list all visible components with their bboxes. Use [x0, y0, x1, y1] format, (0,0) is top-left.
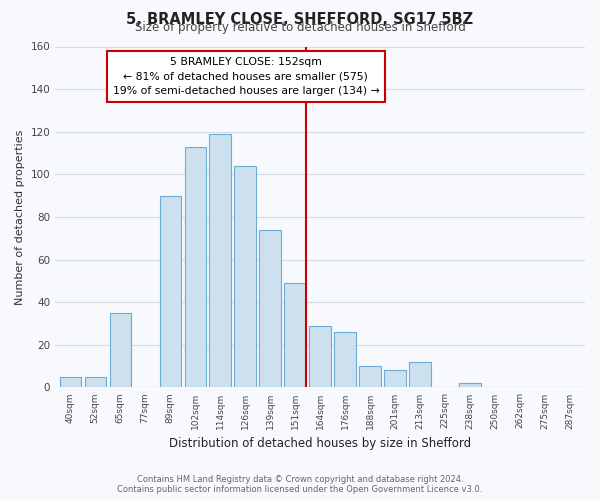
Bar	[310, 326, 331, 388]
Bar	[409, 362, 431, 388]
Bar	[385, 370, 406, 388]
Text: Size of property relative to detached houses in Shefford: Size of property relative to detached ho…	[134, 22, 466, 35]
Bar	[209, 134, 231, 388]
Bar	[259, 230, 281, 388]
X-axis label: Distribution of detached houses by size in Shefford: Distribution of detached houses by size …	[169, 437, 471, 450]
Bar	[85, 377, 106, 388]
Bar	[160, 196, 181, 388]
Bar	[110, 313, 131, 388]
Bar	[185, 146, 206, 388]
Text: 5, BRAMLEY CLOSE, SHEFFORD, SG17 5BZ: 5, BRAMLEY CLOSE, SHEFFORD, SG17 5BZ	[127, 12, 473, 26]
Bar	[284, 283, 306, 388]
Bar	[359, 366, 380, 388]
Bar	[460, 383, 481, 388]
Text: 5 BRAMLEY CLOSE: 152sqm
← 81% of detached houses are smaller (575)
19% of semi-d: 5 BRAMLEY CLOSE: 152sqm ← 81% of detache…	[113, 56, 379, 96]
Bar	[59, 377, 81, 388]
Bar	[235, 166, 256, 388]
Bar	[334, 332, 356, 388]
Y-axis label: Number of detached properties: Number of detached properties	[15, 130, 25, 304]
Text: Contains HM Land Registry data © Crown copyright and database right 2024.
Contai: Contains HM Land Registry data © Crown c…	[118, 474, 482, 494]
